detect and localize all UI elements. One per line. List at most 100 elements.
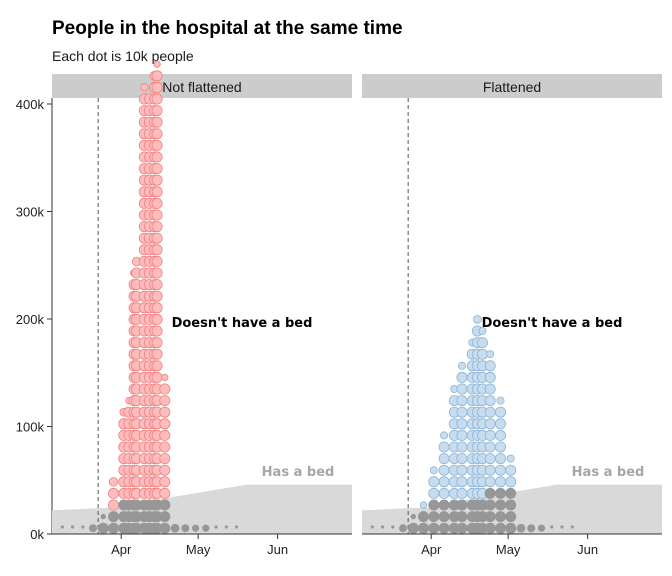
dot-has-bed [438, 499, 450, 511]
dot-has-bed [438, 522, 450, 534]
dot-no-bed [484, 453, 496, 465]
dot-has-bed [407, 522, 419, 534]
dot-no-bed [159, 429, 171, 441]
dot-no-bed [438, 464, 450, 476]
dot-has-bed [494, 499, 506, 511]
dot-has-bed [456, 499, 468, 511]
dot-no-bed [108, 477, 119, 487]
dot-no-bed [505, 464, 517, 476]
dot-no-bed [151, 197, 163, 209]
dot-has-bed [191, 524, 200, 532]
dot-has-bed [159, 511, 171, 523]
dot-no-bed [151, 337, 163, 349]
dot-has-bed [428, 499, 440, 511]
dot-no-bed [456, 464, 468, 476]
dot-no-bed [151, 174, 163, 186]
dot-has-bed [527, 524, 536, 533]
dot-has-bed-small [70, 525, 75, 529]
dot-no-bed [151, 186, 163, 198]
dot-no-bed [151, 267, 163, 279]
dot-has-bed [484, 499, 496, 511]
annotation-no-bed: Doesn't have a bed [482, 316, 623, 331]
chart-title: People in the hospital at the same time [52, 18, 403, 39]
dot-no-bed [484, 476, 496, 488]
dot-no-bed [151, 139, 163, 151]
dot-no-bed [151, 255, 163, 267]
dot-no-bed [478, 326, 487, 336]
x-tick-label: Jun [267, 542, 288, 557]
dot-no-bed [484, 395, 496, 407]
dot-no-bed [151, 232, 163, 244]
dot-no-bed [484, 360, 496, 372]
dot-has-bed-small [550, 525, 554, 529]
y-tick-label: 200k [16, 312, 45, 327]
dot-has-bed-small [235, 525, 239, 529]
dot-has-bed [417, 522, 429, 534]
x-tick-label: Jun [577, 542, 598, 557]
dot-has-bed [159, 522, 171, 534]
dot-no-bed [484, 464, 496, 476]
dot-has-bed [88, 524, 98, 533]
dot-no-bed [159, 395, 171, 407]
y-tick-label: 400k [16, 97, 45, 112]
dot-no-bed [494, 441, 506, 453]
panel-not-flattened: Not flattened Apr May Jun Doesn't have a b… [52, 60, 352, 557]
dot-has-bed [537, 524, 546, 532]
dot-no-bed [494, 464, 506, 476]
dot-no-bed [456, 476, 468, 488]
dot-no-bed [476, 348, 488, 360]
dot-no-bed [494, 406, 506, 418]
dot-no-bed [153, 60, 161, 68]
dot-no-bed [484, 406, 496, 418]
dot-has-bed [108, 511, 120, 523]
dot-no-bed [494, 429, 506, 441]
dot-has-bed [100, 513, 106, 520]
dot-has-bed [170, 523, 180, 533]
dot-no-bed [159, 487, 171, 499]
dot-no-bed [151, 371, 163, 383]
dot-no-bed [456, 383, 468, 395]
dot-no-bed [151, 348, 163, 360]
dot-has-bed [417, 511, 429, 523]
capacity-area [52, 484, 352, 534]
dot-no-bed [456, 395, 468, 407]
strip-background [362, 74, 662, 98]
dot-has-bed [505, 487, 517, 499]
dot-no-bed [440, 431, 449, 440]
strip-label-not-flattened: Not flattened [162, 79, 241, 95]
x-tick-label: May [186, 542, 211, 557]
dot-has-bed-small [391, 525, 395, 529]
dot-has-bed [484, 522, 496, 534]
dot-has-bed [456, 522, 468, 534]
dot-no-bed [159, 418, 171, 430]
dot-has-bed-small [570, 525, 574, 529]
dot-no-bed [484, 429, 496, 441]
dot-no-bed [151, 279, 163, 291]
dot-no-bed [151, 151, 163, 163]
dot-has-bed [410, 513, 416, 520]
strip-background [52, 74, 352, 98]
dot-no-bed [159, 453, 171, 465]
annotation-has-bed: Has a bed [262, 465, 335, 480]
dot-no-bed [108, 487, 120, 499]
dot-no-bed [151, 128, 163, 140]
annotation-no-bed: Doesn't have a bed [172, 316, 313, 331]
x-tick-label: Apr [421, 542, 442, 557]
dot-no-bed [456, 418, 468, 430]
dot-no-bed [456, 441, 468, 453]
dot-has-bed [438, 511, 450, 523]
x-tick-label: May [496, 542, 521, 557]
dot-no-bed [456, 487, 468, 499]
dot-no-bed [428, 476, 440, 488]
plot-area-not-flattened: Apr May Jun [52, 60, 352, 557]
y-tick-label: 300k [16, 205, 45, 220]
dot-has-bed-small [214, 525, 218, 529]
strip-label-flattened: Flattened [483, 79, 541, 95]
dot-no-bed [159, 441, 171, 453]
y-tick-label: 100k [16, 420, 45, 435]
dot-no-bed [151, 244, 163, 256]
annotation-has-bed: Has a bed [572, 465, 645, 480]
dot-no-bed [484, 441, 496, 453]
dot-has-bed-small [380, 525, 385, 529]
